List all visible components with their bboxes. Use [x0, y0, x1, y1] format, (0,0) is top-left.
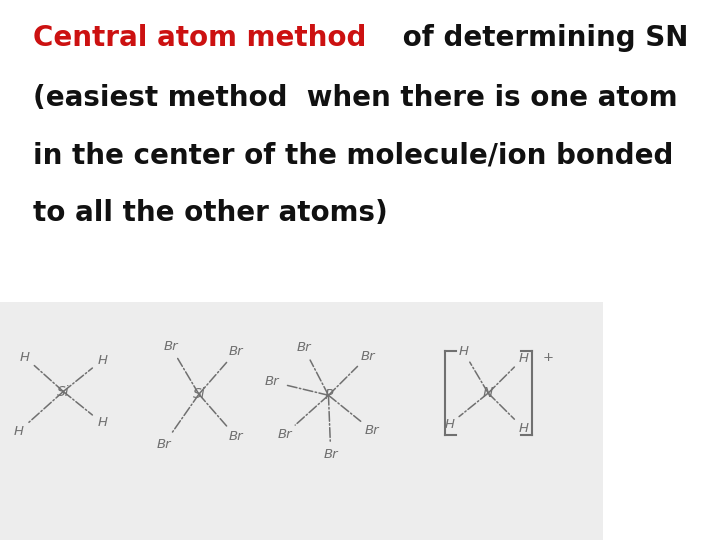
Text: Br: Br: [360, 350, 375, 363]
Text: Br: Br: [265, 375, 279, 388]
Text: Si: Si: [192, 387, 205, 401]
Text: to all the other atoms): to all the other atoms): [33, 199, 388, 227]
Text: P: P: [324, 388, 333, 402]
Text: Br: Br: [323, 448, 338, 461]
Text: (easiest method  when there is one atom: (easiest method when there is one atom: [33, 84, 678, 112]
Text: of determining SN: of determining SN: [393, 24, 688, 52]
Text: H: H: [459, 345, 469, 358]
Text: Br: Br: [229, 430, 243, 443]
Text: H: H: [97, 354, 107, 367]
Text: H: H: [518, 352, 528, 365]
Text: H: H: [97, 416, 107, 429]
Text: Br: Br: [229, 345, 243, 358]
Text: H: H: [14, 425, 24, 438]
Text: H: H: [518, 422, 528, 435]
Text: N: N: [483, 386, 493, 400]
Text: H: H: [444, 418, 454, 431]
Text: Br: Br: [163, 340, 178, 353]
Text: +: +: [542, 351, 554, 364]
Text: H: H: [20, 350, 30, 363]
Text: Si: Si: [57, 384, 70, 399]
Text: Br: Br: [364, 424, 379, 437]
FancyBboxPatch shape: [0, 302, 603, 540]
Text: in the center of the molecule/ion bonded: in the center of the molecule/ion bonded: [33, 141, 673, 170]
Text: Central atom method: Central atom method: [33, 24, 366, 52]
Text: Br: Br: [297, 341, 311, 354]
Text: Br: Br: [156, 438, 171, 451]
Text: Br: Br: [277, 428, 292, 441]
